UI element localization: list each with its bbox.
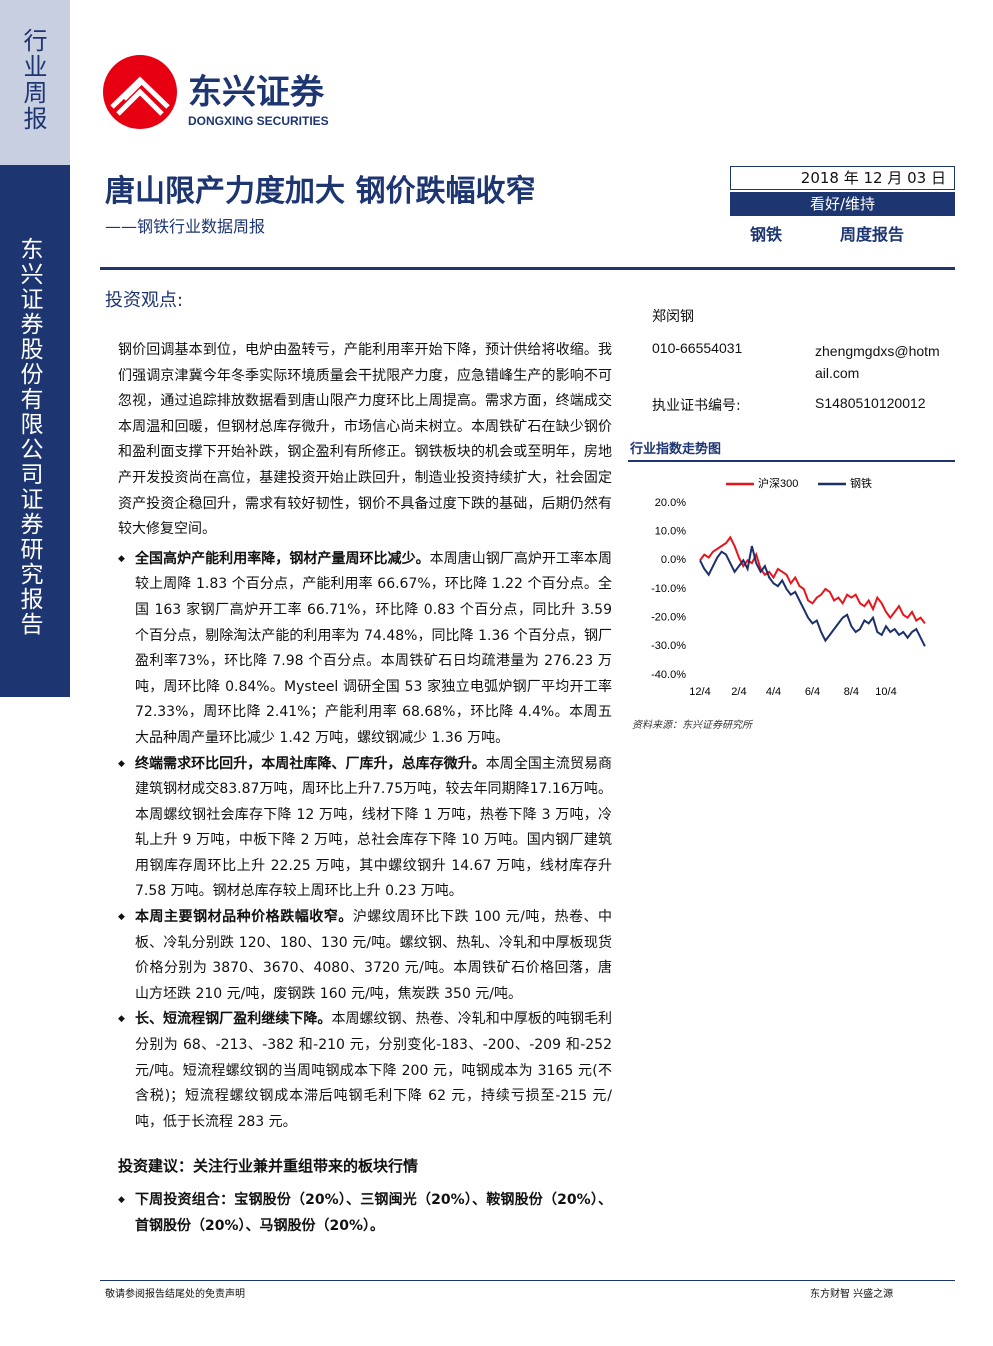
rating: 看好/维持	[730, 192, 955, 216]
y-tick-label: -30.0%	[651, 640, 686, 652]
bullet-lead: 终端需求环比回升，本周社库降、厂库升，总库存微升。	[135, 755, 486, 772]
x-tick-label: 6/4	[805, 686, 820, 698]
sidebar-tag: 行业周报	[19, 28, 47, 132]
section-heading: 投资观点:	[105, 290, 184, 311]
analyst-email: zhengmgdxs@hotmail.com	[815, 343, 940, 381]
y-tick-label: 20.0%	[655, 497, 686, 509]
legend-label: 钢铁	[850, 477, 872, 490]
x-tick-label: 10/4	[875, 686, 896, 698]
analyst-phone: 010-66554031	[652, 340, 743, 356]
bullet: 全国高炉产能利用率降，钢材产量周环比减少。本周唐山钢厂高炉开工率本周较上周降 1…	[118, 547, 612, 752]
cert-label: 执业证书编号:	[652, 398, 741, 414]
x-tick-label: 4/4	[766, 686, 781, 698]
bullet-text: 本周全国主流贸易商建筑钢材成交83.87万吨，周环比上升7.75万吨，较去年同期…	[135, 755, 613, 900]
subtitle: ——钢铁行业数据周报	[105, 217, 266, 236]
bullet: 终端需求环比回升，本周社库降、厂库升，总库存微升。本周全国主流贸易商建筑钢材成交…	[118, 752, 612, 906]
bullet-text: 本周螺纹钢、热卷、冷轧和中厚板的吨钢毛利分别为 68、-213、-382 和-2…	[135, 1011, 613, 1130]
date: 2018 年 12 月 03 日	[730, 166, 955, 190]
bullet-lead: 全国高炉产能利用率降，钢材产量周环比减少。	[135, 550, 430, 567]
footer-slogan: 东方财智 兴盛之源	[810, 1289, 894, 1300]
x-tick-label: 12/4	[689, 686, 710, 698]
bullet: 本周主要钢材品种价格跌幅收窄。沪螺纹周环比下跌 100 元/吨，热卷、中板、冷轧…	[118, 905, 612, 1007]
sidebar-company: 东兴证券股份有限公司证券研究报告	[16, 237, 42, 637]
sidebar-top: 行业周报	[0, 0, 70, 165]
recommendation-list: 下周投资组合：宝钢股份（20%）、三钢闽光（20%）、鞍钢股份（20%）、首钢股…	[118, 1188, 612, 1239]
report-type: 周度报告	[840, 225, 905, 244]
chart-title: 行业指数走势图	[630, 442, 722, 457]
x-tick-label: 8/4	[844, 686, 859, 698]
y-tick-label: 10.0%	[655, 526, 686, 538]
series-line	[699, 535, 926, 625]
y-tick-label: -40.0%	[651, 669, 686, 681]
y-tick-label: -20.0%	[651, 612, 686, 624]
legend-label: 沪深300	[758, 476, 798, 490]
main-column: 钢价回调基本到位，电炉由盈转亏，产能利用率开始下降，预计供给将收缩。我们强调京津…	[118, 338, 612, 1240]
industry: 钢铁	[750, 225, 783, 244]
chart: 20.0% 10.0% 0.0% -10.0% -20.0% -30.0% -40.0%12…	[651, 476, 926, 698]
chart-source: 资料来源：东兴证券研究所	[632, 720, 752, 731]
bullet-lead: 长、短流程钢厂盈利继续下降。	[135, 1011, 332, 1028]
recommendation-heading: 投资建议：关注行业兼并重组带来的板块行情	[118, 1157, 419, 1176]
cert-number: S1480510120012	[815, 395, 926, 411]
bullet-text: 沪螺纹周环比下跌 100 元/吨，热卷、中板、冷轧分别跌 120、180、130…	[135, 909, 612, 1002]
sidebar-band: 东兴证券股份有限公司证券研究报告	[0, 165, 70, 697]
y-tick-label: 0.0%	[661, 554, 686, 566]
recommendation: 下周投资组合：宝钢股份（20%）、三钢闽光（20%）、鞍钢股份（20%）、首钢股…	[118, 1188, 612, 1239]
bullet: 长、短流程钢厂盈利继续下降。本周螺纹钢、热卷、冷轧和中厚板的吨钢毛利分别为 68…	[118, 1007, 612, 1135]
y-tick-label: -10.0%	[651, 583, 686, 595]
summary: 钢价回调基本到位，电炉由盈转亏，产能利用率开始下降，预计供给将收缩。我们强调京津…	[118, 342, 612, 538]
logo: 东兴证券 DONGXING SECURITIES	[103, 55, 329, 129]
bullet-list: 全国高炉产能利用率降，钢材产量周环比减少。本周唐山钢厂高炉开工率本周较上周降 1…	[118, 547, 612, 1136]
series-line	[699, 545, 926, 647]
logo-cn: 东兴证券	[188, 73, 325, 113]
footer-rule	[100, 1280, 955, 1281]
logo-en: DONGXING SECURITIES	[188, 114, 329, 128]
chart-rule	[628, 460, 955, 462]
divider	[100, 267, 955, 270]
title: 唐山限产力度加大 钢价跌幅收窄	[105, 174, 536, 209]
footer-disclaimer: 敬请参阅报告结尾处的免责声明	[105, 1289, 245, 1300]
x-tick-label: 2/4	[731, 686, 746, 698]
bullet-lead: 本周主要钢材品种价格跌幅收窄。	[135, 909, 353, 926]
analyst-name: 郑闵钢	[652, 309, 694, 325]
bullet-text: 本周唐山钢厂高炉开工率本周较上周降 1.83 个百分点，产能利用率 66.67%…	[135, 550, 613, 746]
